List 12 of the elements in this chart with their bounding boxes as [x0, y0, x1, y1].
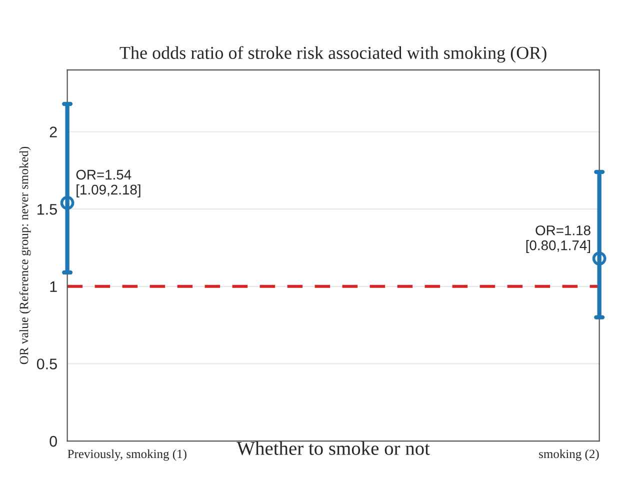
- y-tick-label: 1.5: [38, 204, 57, 215]
- y-tick-label: 1: [50, 281, 57, 292]
- y-tick-label: 0.5: [36, 358, 57, 370]
- data-label: OR=1.54 [1.09,2.18]: [76, 170, 140, 198]
- y-tick-label: 0: [50, 436, 57, 447]
- y-tick-label: 2: [50, 126, 57, 138]
- chart-title: The odds ratio of stroke risk associated with smoking (OR): [120, 46, 546, 63]
- data-label: OR=1.18 [0.80,1.74]: [526, 225, 590, 253]
- x-axis-title: Whether to smoke or not: [236, 441, 430, 456]
- x-tick-label: smoking (2): [539, 449, 599, 461]
- y-axis-title: OR value (Reference group: never smoked): [19, 146, 31, 364]
- x-tick-label: Previously, smoking (1): [68, 449, 186, 461]
